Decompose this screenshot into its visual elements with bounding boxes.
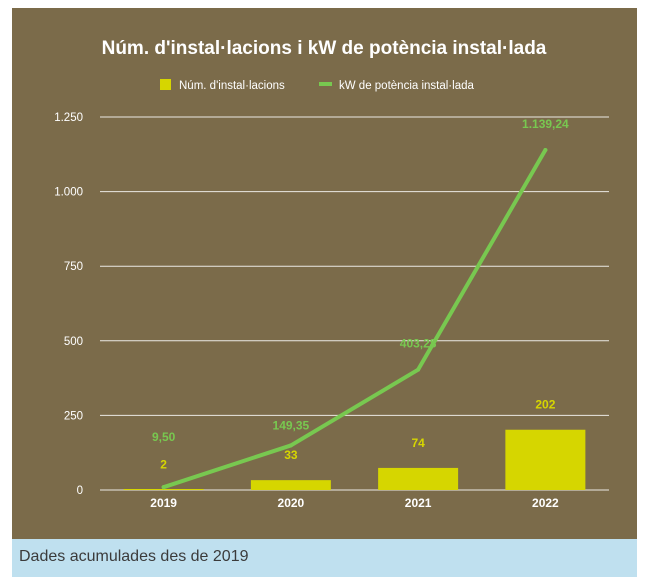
y-axis: 0 250 500 750 1.000 1.250 [54,112,83,497]
combo-chart: Núm. d'instal·lacions i kW de potència i… [54,38,609,510]
line-data-label: 9,50 [152,430,176,444]
bar [123,489,204,490]
y-tick-label: 1.250 [54,112,83,124]
caption-text: Dades acumulades des de 2019 [19,548,249,565]
line-data-label: 149,35 [273,418,310,432]
bar-series [123,429,586,490]
x-tick-label: 2021 [405,496,432,510]
bar [378,467,459,490]
line-point [161,485,166,490]
legend-label-bar: Núm. d'instal·lacions [179,80,285,92]
y-tick-label: 0 [77,485,83,497]
legend-swatch-bar [160,79,171,90]
legend: Núm. d'instal·lacions kW de potència ins… [160,79,474,92]
legend-swatch-line [319,82,332,86]
x-tick-label: 2022 [532,496,559,510]
y-tick-label: 750 [64,261,83,273]
line-point [543,148,548,153]
bar [505,429,586,490]
data-labels: 2 33 74 202 9,50 149,35 403,28 1.139,24 [152,117,569,471]
x-tick-label: 2019 [150,496,177,510]
y-tick-label: 500 [64,336,83,348]
chart-title: Núm. d'instal·lacions i kW de potència i… [102,38,547,59]
line-data-label: 403,28 [400,337,437,351]
bar-data-label: 74 [411,436,425,450]
bar-data-label: 2 [160,457,167,471]
caption-bar: Dades acumulades des de 2019 [12,539,637,577]
chart-panel: Núm. d'instal·lacions i kW de potència i… [12,8,637,539]
legend-label-line: kW de potència instal·lada [339,80,474,92]
line-point [416,367,421,372]
line-data-label: 1.139,24 [522,117,569,131]
x-axis: 2019 2020 2021 2022 [150,496,559,510]
bar-data-label: 202 [535,398,555,412]
y-tick-label: 250 [64,410,83,422]
line-series [161,148,548,490]
y-tick-label: 1.000 [54,187,83,199]
x-tick-label: 2020 [278,496,305,510]
line-point [288,443,293,448]
bar [250,480,331,490]
bar-data-label: 33 [284,448,298,462]
series-line [161,148,548,490]
